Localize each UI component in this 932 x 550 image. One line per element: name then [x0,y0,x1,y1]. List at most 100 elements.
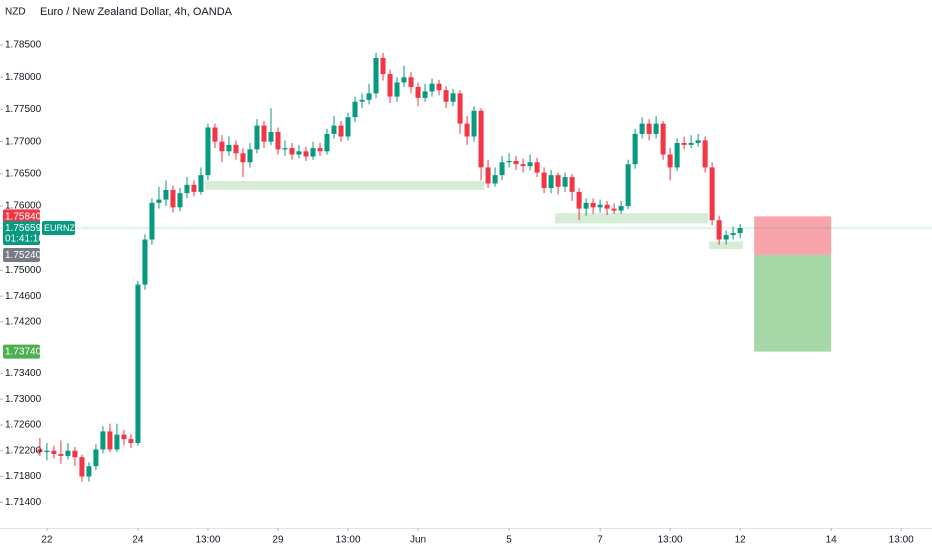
x-tick-label: 13:00 [889,535,914,546]
candle-body [639,123,645,134]
y-tick-label: 1.72200 [5,445,42,456]
candle-body [695,140,701,143]
candle-body [597,204,603,208]
candle-body [345,117,351,137]
candle-body [527,162,533,167]
candle-body [492,175,498,184]
candle-body [275,132,281,150]
candle-body [422,91,428,98]
candle-body [128,439,134,444]
candle-body [205,127,211,176]
x-tick-label: 29 [272,535,284,546]
candle-body [401,77,407,83]
candle-body [408,77,414,87]
last-price-bg [3,221,40,246]
candle-body [352,101,358,118]
candle-body [324,133,330,152]
symbol-label-bg [42,221,75,236]
candle-body [520,164,526,167]
candle-body [534,162,540,173]
candle-body [177,193,183,208]
countdown-label: 01:41:10 [5,234,44,245]
candle-body [653,123,659,134]
candle-body [170,189,176,208]
candle-body [58,453,64,456]
candle-body [100,431,106,450]
candle-body [660,123,666,155]
candle-body [604,204,610,209]
x-tick-label: 13:00 [658,535,683,546]
y-tick-label: 1.71800 [5,471,42,482]
y-tick-label: 1.78500 [5,40,42,51]
candle-body [625,164,631,207]
candle-body [611,208,617,211]
candle-body [366,93,372,100]
candle-body [226,144,232,152]
candle-body [156,199,162,203]
y-tick-label: 1.74600 [5,291,42,302]
target-price-label: 1.73740 [5,347,42,358]
candle-body [191,184,197,192]
y-tick-label: 1.73000 [5,394,42,405]
candle-body [499,162,505,176]
y-tick-label: 1.73400 [5,368,42,379]
candle-body [163,189,169,200]
candle-body [478,110,484,168]
zone [204,180,485,190]
candle-body [506,160,512,163]
candle-body [562,177,568,187]
candle-body [212,127,218,142]
x-tick-label: 14 [826,535,838,546]
y-tick-label: 1.77500 [5,104,42,115]
candle-body [443,90,449,102]
candle-body [121,434,127,440]
plot-area [0,52,932,482]
candle-body [303,151,309,157]
candle-body [618,206,624,211]
candle-body [485,167,491,184]
candle-body [513,160,519,165]
candle-body [331,125,337,134]
candle-body [65,450,71,456]
candle-body [709,167,715,221]
candle-body [247,149,253,163]
candle-body [674,142,680,168]
candle-body [387,74,393,97]
candle-body [576,191,582,209]
candle-body [261,125,267,142]
target-zone [754,254,832,352]
candle-body [667,154,673,168]
candle-body [51,450,57,454]
candle-body [436,83,442,91]
y-tick-label: 1.72600 [5,420,42,431]
candle-body [338,125,344,137]
candle-body [37,449,43,453]
entry-price-label: 1.75240 [5,250,42,261]
candle-body [730,233,736,236]
x-tick-label: 24 [132,535,144,546]
candle-body [142,239,148,285]
candle-body [44,450,50,453]
x-tick-label: 7 [597,535,603,546]
candle-body [373,57,379,94]
candle-body [457,93,463,124]
x-tick-label: 12 [735,535,747,546]
axis-caption: NZD [5,7,26,18]
x-tick-label: 13:00 [195,535,220,546]
candle-body [737,228,743,234]
candle-body [548,175,554,189]
stop-price-label-bg [3,209,40,224]
candle-body [646,123,652,134]
candle-body [198,175,204,192]
candle-body [723,235,729,240]
candle-body [681,142,687,145]
candle-body [569,177,575,192]
candle-body [135,284,141,444]
last-price-label: 1.75659 [5,223,42,234]
y-tick-label: 1.76000 [5,201,42,212]
candle-body [219,141,225,152]
candle-body [79,457,85,477]
y-tick-label: 1.75000 [5,265,42,276]
candle-body [282,148,288,150]
